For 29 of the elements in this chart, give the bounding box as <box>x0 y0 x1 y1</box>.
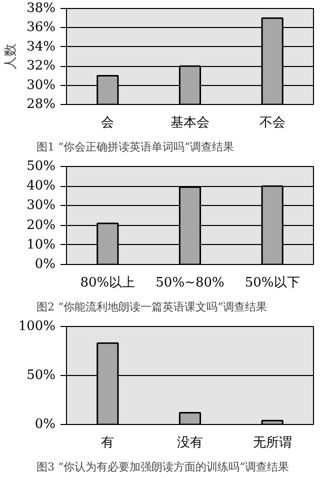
text: 图1 “你会正确拼读英语单词吗”调查结果 <box>36 140 234 154</box>
y-tick-label: 20% <box>26 218 56 233</box>
x-tick-label: 有 <box>101 436 114 450</box>
y-tick-label: 40% <box>26 178 56 194</box>
x-tick-label: 50%以下 <box>244 276 300 290</box>
y-tick-label: 50% <box>26 159 56 174</box>
text: 图3 “你认为有必要加强朗读方面的训练吗”调查结果 <box>36 460 290 474</box>
y-tick-label: 30% <box>26 78 56 93</box>
x-tick-label: 80%以上 <box>80 276 136 290</box>
x-tick-label: 基本会 <box>170 116 210 130</box>
y-tick-label: 30% <box>26 198 56 214</box>
y-tick-label: 38% <box>26 1 56 16</box>
text: 图2 “你能流利地朗读一篇英语课文吗”调查结果 <box>36 300 268 314</box>
bar <box>178 412 202 424</box>
y-tick-label: 34% <box>26 39 56 54</box>
y-tick-label: 28% <box>26 97 56 112</box>
y-tick-label: 32% <box>26 58 56 74</box>
y-tick-label: 0% <box>34 417 56 432</box>
y-tick-label: 10% <box>26 237 56 252</box>
x-tick-label: 没有 <box>177 436 203 450</box>
x-tick-label: 不会 <box>259 116 286 130</box>
y-tick-label: 50% <box>26 368 56 383</box>
y-tick-label: 100% <box>18 319 56 334</box>
x-tick-label: 50%~80% <box>156 276 224 290</box>
x-tick-label: 会 <box>101 116 114 130</box>
y-axis-title: 人数 <box>4 44 19 70</box>
y-tick-label: 36% <box>26 20 56 36</box>
y-tick-label: 0% <box>34 257 56 272</box>
x-tick-label: 无所谓 <box>252 436 292 450</box>
